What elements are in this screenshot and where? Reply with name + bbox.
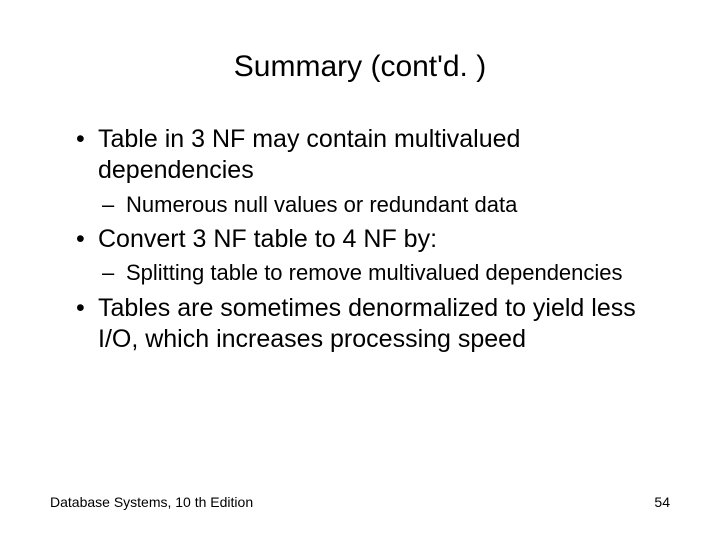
sub-bullet-text: Numerous null values or redundant data: [126, 192, 517, 217]
bullet-item: Tables are sometimes denormalized to yie…: [70, 293, 670, 356]
sub-bullet-list: Numerous null values or redundant data: [98, 191, 670, 219]
bullet-text: Tables are sometimes denormalized to yie…: [98, 294, 636, 353]
bullet-text: Convert 3 NF table to 4 NF by:: [98, 225, 437, 253]
sub-bullet-item: Splitting table to remove multivalued de…: [98, 259, 670, 287]
slide-content: Table in 3 NF may contain multivalued de…: [50, 124, 670, 355]
slide: Summary (cont'd. ) Table in 3 NF may con…: [0, 0, 720, 540]
bullet-item: Table in 3 NF may contain multivalued de…: [70, 124, 670, 218]
slide-title: Summary (cont'd. ): [50, 50, 670, 84]
bullet-text: Table in 3 NF may contain multivalued de…: [98, 125, 520, 184]
footer-left: Database Systems, 10 th Edition: [50, 494, 253, 510]
bullet-list: Table in 3 NF may contain multivalued de…: [70, 124, 670, 355]
sub-bullet-text: Splitting table to remove multivalued de…: [126, 260, 623, 285]
bullet-item: Convert 3 NF table to 4 NF by: Splitting…: [70, 224, 670, 287]
sub-bullet-item: Numerous null values or redundant data: [98, 191, 670, 219]
sub-bullet-list: Splitting table to remove multivalued de…: [98, 259, 670, 287]
footer-right-page-number: 54: [654, 494, 670, 510]
